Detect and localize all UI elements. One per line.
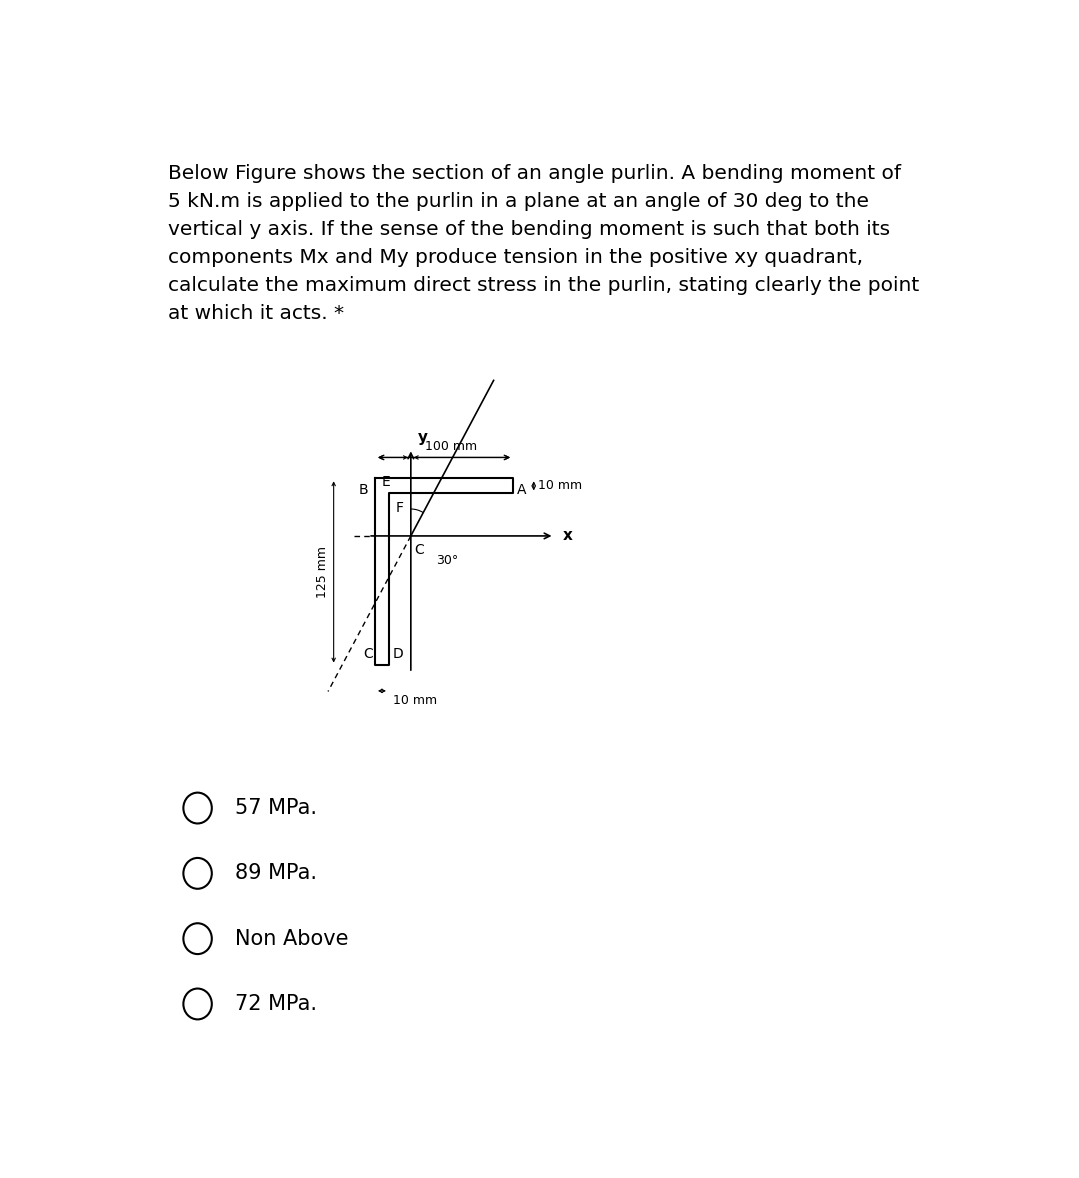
Text: C: C bbox=[363, 647, 372, 661]
Text: 72 MPa.: 72 MPa. bbox=[235, 994, 317, 1014]
Text: C: C bbox=[414, 543, 424, 557]
Text: x: x bbox=[563, 529, 573, 543]
Text: 57 MPa.: 57 MPa. bbox=[235, 798, 317, 818]
Text: E: E bbox=[382, 475, 391, 489]
Text: 30°: 30° bbox=[436, 554, 457, 567]
Text: B: B bbox=[358, 483, 368, 497]
Text: A: A bbox=[517, 483, 527, 497]
Text: Non Above: Non Above bbox=[235, 928, 349, 948]
Text: D: D bbox=[393, 647, 404, 661]
Text: Below Figure shows the section of an angle purlin. A bending moment of
5 kN.m is: Below Figure shows the section of an ang… bbox=[168, 164, 919, 323]
Text: 89 MPa.: 89 MPa. bbox=[235, 863, 317, 884]
Text: 125 mm: 125 mm bbox=[316, 545, 329, 598]
Text: 10 mm: 10 mm bbox=[538, 479, 582, 492]
Text: F: F bbox=[396, 501, 404, 515]
Text: 100 mm: 100 mm bbox=[425, 439, 477, 452]
Text: 10 mm: 10 mm bbox=[393, 694, 437, 707]
Text: y: y bbox=[418, 430, 427, 445]
